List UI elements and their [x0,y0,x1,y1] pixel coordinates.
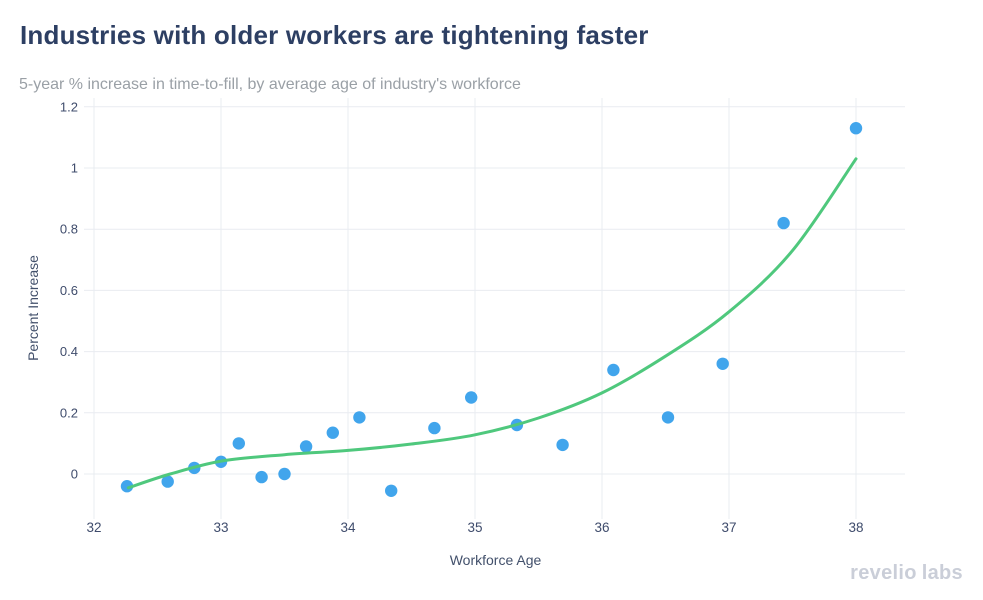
plot-area[interactable] [84,98,905,519]
y-tick-label: 0.6 [60,283,78,298]
data-point[interactable] [661,411,675,424]
x-tick-label: 35 [467,520,482,535]
data-point[interactable] [777,216,790,230]
x-tick-label: 36 [594,520,609,535]
data-point[interactable] [385,484,398,497]
x-tick-label: 38 [848,520,863,535]
trend-line [126,157,858,490]
y-tick-label: 0.8 [60,222,78,237]
data-point[interactable] [353,411,366,424]
data-point[interactable] [326,426,339,439]
x-tick-label: 34 [340,520,356,535]
data-point[interactable] [465,391,478,404]
chart-subtitle: 5-year % increase in time-to-fill, by av… [19,76,521,93]
data-point[interactable] [849,122,863,135]
data-point[interactable] [299,440,313,453]
y-tick-label: 1.2 [60,99,78,114]
data-point[interactable] [120,480,134,493]
data-point[interactable] [161,475,174,488]
y-tick-label: 0.4 [60,344,78,359]
data-point[interactable] [278,467,291,481]
y-axis-title: Percent Increase [25,255,41,361]
x-tick-label: 32 [86,520,101,535]
data-point[interactable] [607,363,620,377]
chart-title: Industries with older workers are tighte… [20,20,649,50]
data-point[interactable] [556,438,569,452]
data-point[interactable] [716,357,729,370]
x-axis-title: Workforce Age [449,552,542,568]
data-point[interactable] [255,470,268,484]
y-tick-label: 1 [71,161,78,176]
x-tick-label: 33 [213,520,228,535]
revelio-labs-logo: revelio labs [850,562,963,585]
data-point[interactable] [428,421,441,435]
data-point[interactable] [232,437,245,450]
logo-word-labs: labs [921,562,963,584]
x-tick-label: 37 [721,520,736,535]
logo-word-revelio: revelio [850,562,917,584]
y-tick-label: 0.2 [60,405,78,420]
y-tick-label: 0 [71,467,78,482]
